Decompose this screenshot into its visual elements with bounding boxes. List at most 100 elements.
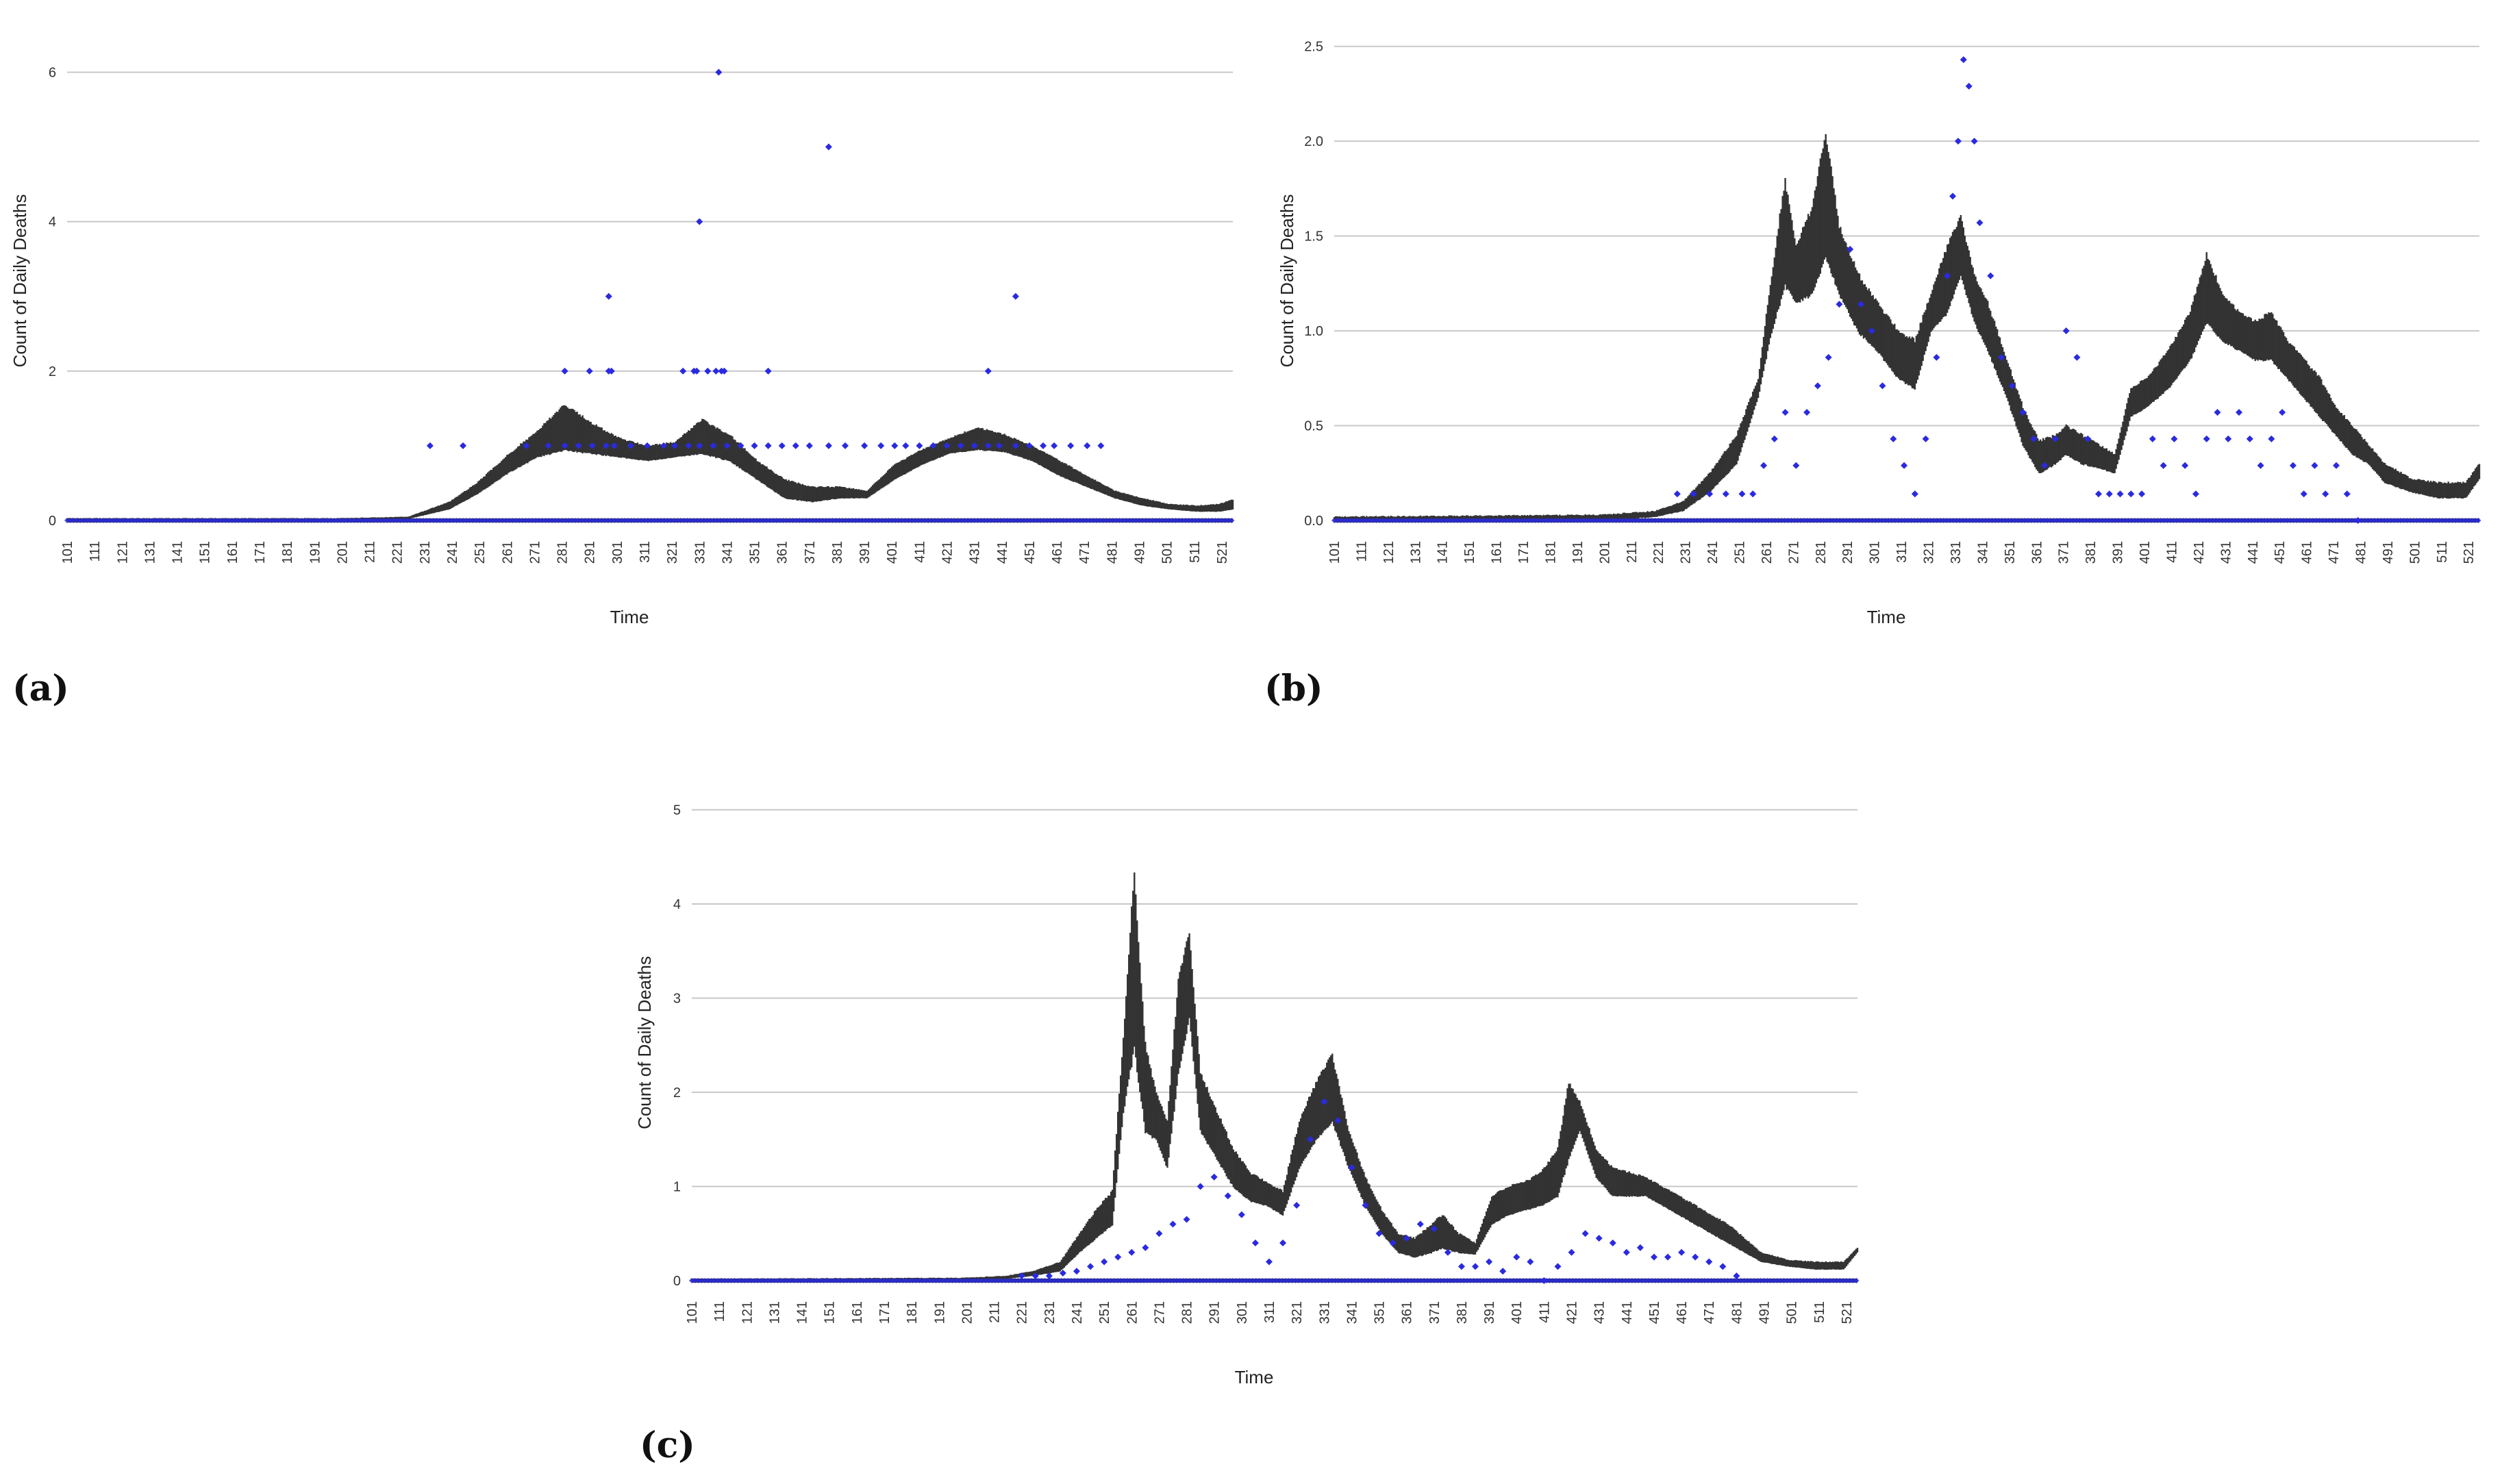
c2-zero-point — [1015, 1278, 1021, 1283]
c1-zero-point — [2164, 518, 2171, 523]
c0-zero-point — [734, 518, 740, 523]
c1-xtick-label-38: 481 — [2353, 541, 2368, 564]
c1-data-point — [2030, 435, 2038, 442]
c1-zero-point — [2109, 518, 2115, 523]
c1-xtick-label-28: 381 — [2084, 541, 2099, 564]
c2-zero-point — [755, 1278, 761, 1283]
c2-zero-point — [1797, 1278, 1803, 1283]
c1-zero-point — [1688, 518, 1694, 523]
c0-zero-point — [1047, 518, 1053, 523]
c2-zero-point — [1299, 1278, 1305, 1283]
c0-zero-point — [866, 518, 872, 523]
c0-zero-point — [664, 518, 671, 523]
c1-data-point — [2171, 435, 2178, 442]
c1-zero-point — [1412, 518, 1418, 523]
c0-zero-point — [163, 518, 169, 523]
c0-data-point — [693, 367, 701, 375]
c2-zero-point — [1734, 1278, 1740, 1283]
c2-zero-point — [1171, 1278, 1177, 1283]
c2-zero-point — [1249, 1278, 1255, 1283]
c1-zero-point — [2161, 518, 2167, 523]
c1-zero-point — [1568, 518, 1574, 523]
c1-zero-point — [1730, 518, 1736, 523]
c2-zero-point — [1049, 1278, 1055, 1283]
c2-zero-point — [1207, 1278, 1213, 1283]
c0-zero-point — [562, 518, 568, 523]
c0-data-point — [610, 442, 618, 449]
c0-xtick-label-1: 111 — [88, 541, 103, 562]
c1-zero-point — [1422, 518, 1428, 523]
c1-zero-point — [1613, 518, 1619, 523]
c1-zero-point — [2090, 518, 2096, 523]
c1-data-point — [2062, 327, 2070, 335]
c0-zero-point — [279, 518, 285, 523]
c0-data-point — [685, 442, 692, 449]
c1-zero-point — [2462, 518, 2468, 523]
c2-zero-point — [1336, 1278, 1342, 1283]
c2-zero-point — [689, 1278, 695, 1283]
c0-zero-point — [618, 518, 625, 523]
c2-zero-point — [768, 1278, 774, 1283]
c0-zero-point — [622, 518, 628, 523]
c2-zero-point — [1266, 1278, 1272, 1283]
c1-zero-point — [2420, 518, 2426, 523]
c2-zero-point — [1474, 1278, 1480, 1283]
c2-zero-point — [1847, 1278, 1853, 1283]
c0-zero-point — [1120, 518, 1126, 523]
c1-zero-point — [1616, 518, 1623, 523]
c1-data-point — [1868, 327, 1875, 335]
c0-data-point — [1040, 442, 1047, 449]
c1-data-point — [1760, 462, 1767, 469]
c2-zero-point — [1843, 1278, 1849, 1283]
c0-xtick-label-8: 181 — [280, 541, 295, 564]
c0-zero-point — [123, 518, 129, 523]
c2-zero-point — [864, 1278, 870, 1283]
c1-zero-point — [1950, 518, 1956, 523]
c2-zero-point — [1679, 1278, 1685, 1283]
c2-zero-point — [1698, 1278, 1704, 1283]
c0-zero-point — [229, 518, 235, 523]
c0-zero-point — [232, 518, 238, 523]
c2-data-point — [1073, 1268, 1080, 1275]
c1-zero-point — [2238, 518, 2244, 523]
c1-zero-point — [2316, 518, 2323, 523]
c0-zero-point — [443, 518, 449, 523]
c2-xtick-label-9: 191 — [932, 1301, 947, 1324]
c2-zero-point — [748, 1278, 754, 1283]
c1-zero-point — [1901, 518, 1907, 523]
c0-zero-point — [1040, 518, 1047, 523]
c2-zero-point — [1543, 1278, 1549, 1283]
c1-zero-point — [1474, 518, 1480, 523]
c1-zero-point — [1649, 518, 1655, 523]
c1-zero-point — [2359, 518, 2365, 523]
c0-zero-point — [447, 518, 453, 523]
c0-zero-point — [457, 518, 463, 523]
c2-zero-point — [1444, 1278, 1451, 1283]
c0-zero-point — [820, 518, 826, 523]
c2-xtick-label-30: 401 — [1510, 1301, 1525, 1324]
c0-zero-point — [823, 518, 829, 523]
c0-zero-point — [381, 518, 387, 523]
c1-zero-point — [1538, 518, 1544, 523]
c1-xtick-label-13: 231 — [1679, 541, 1694, 564]
c2-zero-point — [1286, 1278, 1292, 1283]
c1-zero-point — [1766, 518, 1772, 523]
c1-zero-point — [1367, 518, 1373, 523]
c0-zero-point — [483, 518, 489, 523]
c2-zero-point — [731, 1278, 738, 1283]
c2-xtick-label-2: 121 — [740, 1301, 755, 1324]
c0-zero-point — [971, 518, 977, 523]
c2-zero-point — [1305, 1278, 1312, 1283]
c1-xtick-label-5: 151 — [1462, 541, 1477, 564]
c0-zero-point — [586, 518, 592, 523]
c1-zero-point — [1704, 518, 1710, 523]
c0-zero-point — [1209, 518, 1215, 523]
c2-zero-point — [1055, 1278, 1061, 1283]
c1-zero-point — [2423, 518, 2429, 523]
c2-data-point — [1472, 1263, 1479, 1270]
c1-zero-point — [2251, 518, 2257, 523]
c1-xtick-label-37: 471 — [2327, 541, 2342, 564]
c1-zero-point — [1927, 518, 1934, 523]
c1-data-point — [1792, 462, 1800, 469]
c0-data-point — [916, 442, 923, 449]
